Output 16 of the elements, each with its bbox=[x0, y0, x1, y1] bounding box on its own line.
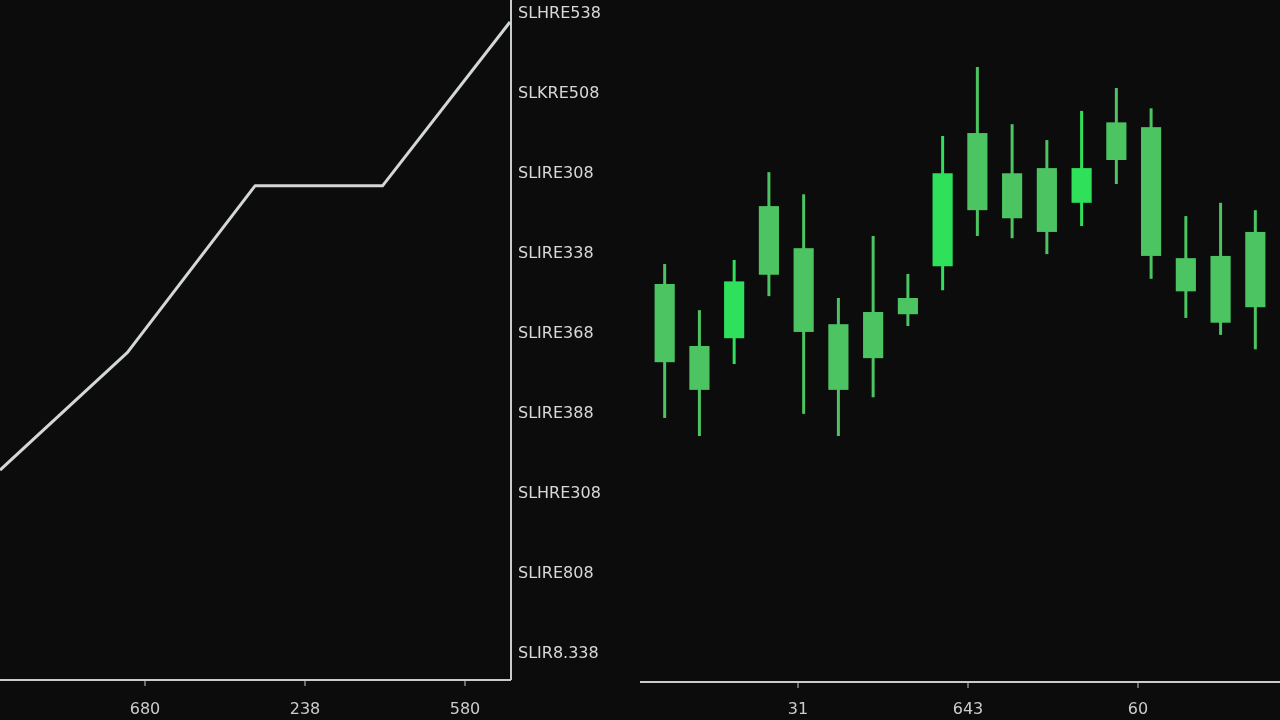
text: SLIRE808 bbox=[518, 563, 594, 582]
candlestick bbox=[897, 274, 918, 328]
text: 643 bbox=[952, 699, 984, 718]
text: SLIR8.338 bbox=[518, 643, 599, 662]
text: 31 bbox=[787, 699, 809, 718]
text: 60 bbox=[1127, 699, 1149, 718]
text: SLIRE308 bbox=[518, 163, 594, 182]
text: SLIRE338 bbox=[518, 243, 594, 262]
text: SLIRE368 bbox=[518, 323, 594, 342]
text: SLIRE388 bbox=[518, 403, 594, 422]
text: 238 bbox=[289, 699, 321, 718]
text: SLKRE508 bbox=[518, 83, 600, 102]
text: 680 bbox=[129, 699, 161, 718]
text: SLHRE308 bbox=[518, 483, 601, 502]
text: 580 bbox=[449, 699, 481, 718]
text: SLHRE538 bbox=[518, 3, 601, 22]
